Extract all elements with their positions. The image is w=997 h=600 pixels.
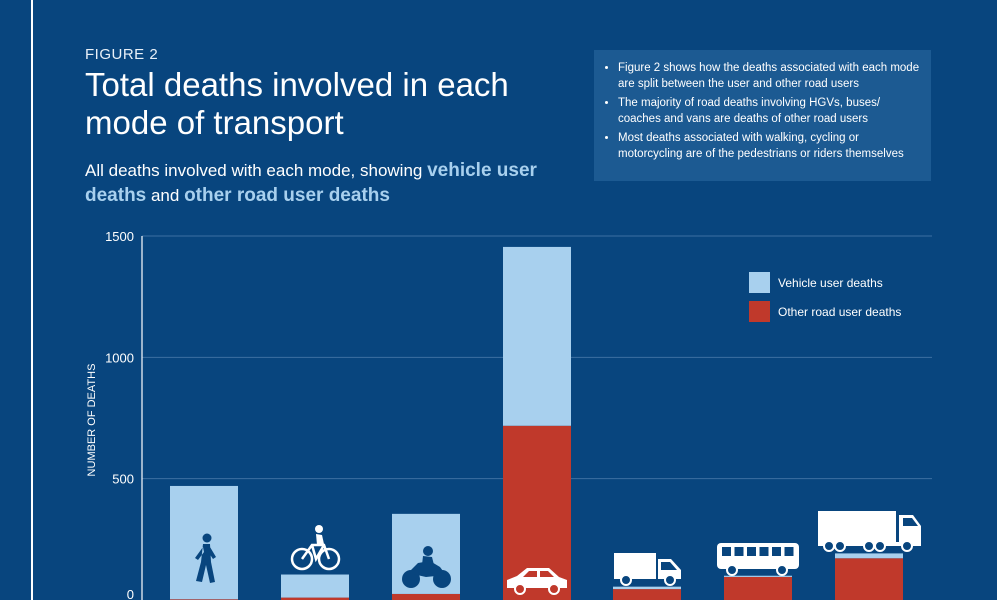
- bar-vehicle-user-hgv-truck: [835, 553, 903, 559]
- subtitle-other-road-user-deaths: other road user deaths: [184, 185, 390, 206]
- y-tick-label: 500: [112, 472, 134, 487]
- subtitle-and: and: [146, 186, 185, 205]
- mode-icons: [195, 511, 921, 595]
- legend-swatch: [749, 272, 770, 293]
- y-tick-label: 1000: [105, 350, 134, 365]
- legend-label: Other road user deaths: [778, 305, 901, 319]
- bar-other-road-user-hgv-truck: [835, 558, 903, 600]
- note-item: Most deaths associated with walking, cyc…: [618, 130, 921, 162]
- y-ticks: 0 500 1000 1500: [105, 229, 134, 600]
- bicycle-icon: [290, 525, 341, 571]
- bar-other-road-user-bicycle: [281, 597, 349, 600]
- chart-title: Total deaths involved in each mode of tr…: [85, 66, 509, 141]
- bar-vehicle-user-bicycle: [281, 574, 349, 598]
- bar-vehicle-user-bus: [724, 575, 792, 577]
- y-tick-label: 0: [127, 587, 134, 600]
- notes-box: Figure 2 shows how the deaths associated…: [594, 50, 931, 181]
- bar-other-road-user-bus: [724, 576, 792, 600]
- bar-other-road-user-van: [613, 589, 681, 600]
- car-icon: [507, 568, 567, 595]
- bus-icon: [717, 543, 799, 576]
- legend-label: Vehicle user deaths: [778, 276, 883, 290]
- motorcycle-icon: [402, 546, 451, 588]
- subtitle-vehicle-user-deaths: vehicle user deaths: [85, 160, 537, 206]
- legend-swatch: [749, 301, 770, 322]
- bar-vehicle-user-van: [613, 586, 681, 590]
- hgv-truck-icon: [818, 511, 921, 552]
- y-axis-label: NUMBER OF DEATHS: [86, 364, 98, 477]
- bar-other-road-user-motorcycle: [392, 593, 460, 600]
- left-rule: [31, 0, 33, 600]
- y-tick-label: 1500: [105, 229, 134, 244]
- chart-subtitle: All deaths involved with each mode, show…: [85, 158, 565, 208]
- bars: [170, 246, 903, 600]
- bar-vehicle-user-pedestrian: [170, 485, 238, 600]
- van-icon: [614, 553, 681, 586]
- subtitle-text: All deaths involved with each mode, show…: [85, 161, 428, 180]
- bar-vehicle-user-car: [503, 246, 571, 426]
- figure-label: FIGURE 2: [85, 46, 159, 63]
- note-item: Figure 2 shows how the deaths associated…: [618, 60, 921, 92]
- note-item: The majority of road deaths involving HG…: [618, 95, 921, 127]
- legend: Vehicle user deaths Other road user death…: [749, 272, 901, 322]
- pedestrian-icon: [195, 533, 216, 583]
